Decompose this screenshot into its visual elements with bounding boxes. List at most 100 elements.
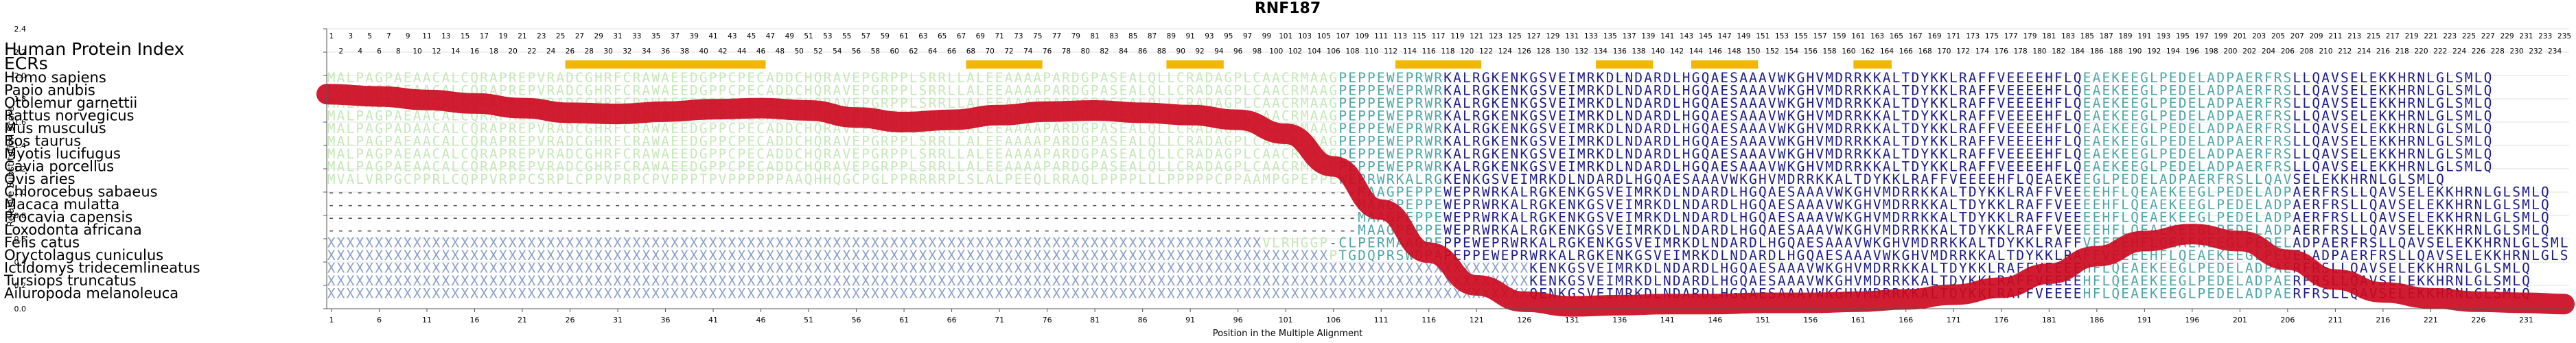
protein-index-number: 81 xyxy=(1090,32,1099,40)
protein-index-number: 68 xyxy=(966,47,975,56)
x-tick-label: 66 xyxy=(947,316,957,324)
x-tick-label: 201 xyxy=(2233,316,2247,324)
x-tick-label: 161 xyxy=(1851,316,1866,324)
protein-index-number: 88 xyxy=(1157,47,1166,56)
protein-index-number: 231 xyxy=(2519,32,2533,40)
x-tick-label: 21 xyxy=(518,316,527,324)
protein-index-number: 141 xyxy=(1660,32,1674,40)
x-tick-label: 116 xyxy=(1422,316,1436,324)
protein-index-number: 36 xyxy=(661,47,671,56)
protein-index-number: 133 xyxy=(1584,32,1598,40)
protein-index-number: 218 xyxy=(2395,47,2409,56)
protein-index-number: 211 xyxy=(2328,32,2342,40)
protein-index-number: 39 xyxy=(690,32,699,40)
protein-index-number: 106 xyxy=(1327,47,1341,56)
protein-index-number: 223 xyxy=(2443,32,2457,40)
x-tick-label: 186 xyxy=(2089,316,2104,324)
protein-index-number: 85 xyxy=(1128,32,1137,40)
protein-index-number: 131 xyxy=(1565,32,1579,40)
protein-index-number: 9 xyxy=(406,32,410,40)
protein-index-number: 13 xyxy=(441,32,450,40)
x-tick-label: 141 xyxy=(1660,316,1675,324)
protein-index-number: 193 xyxy=(2157,32,2170,40)
x-tick-label: 126 xyxy=(1517,316,1531,324)
protein-index-number: 208 xyxy=(2300,47,2314,56)
protein-index-number: 74 xyxy=(1023,47,1033,56)
protein-index-number: 170 xyxy=(1937,47,1951,56)
protein-index-number: 92 xyxy=(1195,47,1204,56)
protein-index-number: 222 xyxy=(2433,47,2447,56)
species-label: Papio anubis xyxy=(4,82,95,99)
protein-index-number: 111 xyxy=(1374,32,1388,40)
protein-index-number: 100 xyxy=(1269,47,1283,56)
x-axis-label: Position in the Multiple Alignment xyxy=(1213,329,1363,339)
species-label: Ictidomys tridecemlineatus xyxy=(4,260,200,276)
protein-index-number: 26 xyxy=(566,47,575,56)
protein-index-number: 219 xyxy=(2405,32,2419,40)
protein-index-number: 95 xyxy=(1224,32,1233,40)
sequence-row: ----------------------------------------… xyxy=(327,197,2549,213)
protein-index-number: 102 xyxy=(1288,47,1302,56)
protein-index-number: 186 xyxy=(2090,47,2104,56)
protein-index-number: 38 xyxy=(680,47,689,56)
species-label: Bos taurus xyxy=(4,133,81,150)
header-label: Human Protein Index xyxy=(4,39,185,59)
protein-index-number: 205 xyxy=(2271,32,2285,40)
protein-index-number: 116 xyxy=(1422,47,1436,56)
x-tick-label: 191 xyxy=(2137,316,2152,324)
protein-index-number: 115 xyxy=(1413,32,1426,40)
protein-index-number: 31 xyxy=(613,32,622,40)
protein-index-number: 197 xyxy=(2195,32,2209,40)
protein-index-number: 16 xyxy=(470,47,480,56)
protein-index-number: 135 xyxy=(1603,32,1617,40)
protein-index-number: 194 xyxy=(2166,47,2180,56)
protein-index-number: 233 xyxy=(2538,32,2552,40)
protein-index-number: 22 xyxy=(527,47,536,56)
protein-index-number: 146 xyxy=(1708,47,1722,56)
protein-index-number: 174 xyxy=(1975,47,1989,56)
protein-index-number: 164 xyxy=(1880,47,1894,56)
species-label: Felis catus xyxy=(4,235,80,251)
score-curve xyxy=(316,84,2575,317)
protein-index-number: 75 xyxy=(1033,32,1042,40)
protein-index-number: 7 xyxy=(386,32,391,40)
species-label: Chlorocebus sabaeus xyxy=(4,184,158,200)
protein-index-number: 162 xyxy=(1861,47,1875,56)
x-tick-label: 91 xyxy=(1185,316,1195,324)
protein-index-number: 123 xyxy=(1489,32,1502,40)
x-tick-label: 176 xyxy=(1994,316,2008,324)
y-tick-label: 0.2 xyxy=(14,281,27,290)
protein-index-number: 28 xyxy=(585,47,594,56)
protein-index-number: 230 xyxy=(2510,47,2524,56)
protein-index-number: 40 xyxy=(699,47,708,56)
y-tick-label: 2.4 xyxy=(14,25,27,34)
x-tick-label: 156 xyxy=(1803,316,1818,324)
protein-index-number: 136 xyxy=(1613,47,1627,56)
protein-index-number: 45 xyxy=(747,32,756,40)
protein-index-number: 69 xyxy=(976,32,985,40)
protein-index-number: 190 xyxy=(2128,47,2142,56)
x-tick-label: 211 xyxy=(2328,316,2343,324)
protein-index-number: 3 xyxy=(348,32,353,40)
protein-index-number: 183 xyxy=(2061,32,2075,40)
protein-index-number: 216 xyxy=(2376,47,2390,56)
protein-index-number: 77 xyxy=(1052,32,1061,40)
ecr-segment xyxy=(1395,60,1482,69)
protein-index-number: 15 xyxy=(461,32,469,40)
protein-index-number: 117 xyxy=(1432,32,1446,40)
protein-index-number: 128 xyxy=(1536,47,1550,56)
protein-index-number: 94 xyxy=(1214,47,1224,56)
x-tick-label: 171 xyxy=(1947,316,1961,324)
protein-index-number: 138 xyxy=(1632,47,1646,56)
protein-index-number: 156 xyxy=(1804,47,1818,56)
protein-index-number: 180 xyxy=(2032,47,2046,56)
protein-index-number: 43 xyxy=(728,32,736,40)
sequence-row: ----------------------------------------… xyxy=(327,210,2549,226)
protein-index-number: 187 xyxy=(2100,32,2113,40)
x-tick-label: 61 xyxy=(899,316,909,324)
protein-index-number: 221 xyxy=(2424,32,2437,40)
protein-index-number: 70 xyxy=(986,47,995,56)
x-tick-label: 76 xyxy=(1043,316,1052,324)
ecr-segment xyxy=(1166,60,1224,69)
protein-index-number: 56 xyxy=(852,47,861,56)
